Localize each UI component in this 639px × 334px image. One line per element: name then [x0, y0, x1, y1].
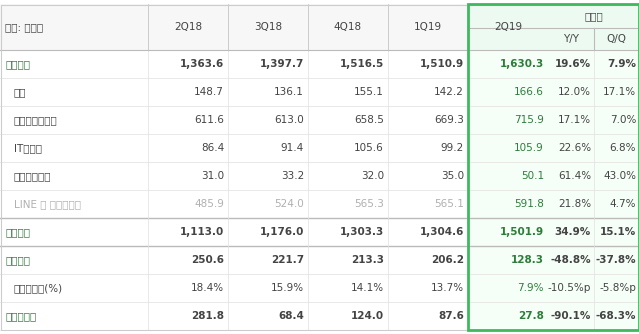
Text: 비즈니스플랫폼: 비즈니스플랫폼: [14, 115, 58, 125]
Text: 1,501.9: 1,501.9: [500, 227, 544, 237]
Text: 281.8: 281.8: [191, 311, 224, 321]
Text: 콘텐츠서비스: 콘텐츠서비스: [14, 171, 52, 181]
Text: 영업이익: 영업이익: [5, 255, 30, 265]
Text: LINE 및 기타플랫폼: LINE 및 기타플랫폼: [14, 199, 81, 209]
Text: 7.9%: 7.9%: [518, 283, 544, 293]
Text: 213.3: 213.3: [351, 255, 384, 265]
Text: Y/Y: Y/Y: [563, 34, 579, 44]
Text: 17.1%: 17.1%: [603, 87, 636, 97]
Text: 2Q18: 2Q18: [174, 22, 202, 32]
Text: 1,516.5: 1,516.5: [340, 59, 384, 69]
Text: 565.1: 565.1: [434, 199, 464, 209]
Text: 35.0: 35.0: [441, 171, 464, 181]
Text: 250.6: 250.6: [191, 255, 224, 265]
Text: 영업수익: 영업수익: [5, 59, 30, 69]
Text: 4Q18: 4Q18: [334, 22, 362, 32]
Text: 658.5: 658.5: [354, 115, 384, 125]
Text: 33.2: 33.2: [281, 171, 304, 181]
Text: 단위: 십억원: 단위: 십억원: [5, 22, 43, 32]
Bar: [468, 4, 639, 330]
Text: -10.5%p: -10.5%p: [548, 283, 591, 293]
Text: 7.9%: 7.9%: [607, 59, 636, 69]
Text: 91.4: 91.4: [281, 143, 304, 153]
Text: 99.2: 99.2: [441, 143, 464, 153]
Bar: [468, 4, 639, 50]
Text: 22.6%: 22.6%: [558, 143, 591, 153]
Text: 2Q19: 2Q19: [494, 22, 522, 32]
Text: 1,397.7: 1,397.7: [259, 59, 304, 69]
Text: 1,363.6: 1,363.6: [180, 59, 224, 69]
Text: 87.6: 87.6: [438, 311, 464, 321]
Text: 565.3: 565.3: [354, 199, 384, 209]
Text: 105.6: 105.6: [354, 143, 384, 153]
Text: 128.3: 128.3: [511, 255, 544, 265]
Text: 광고: 광고: [14, 87, 26, 97]
Text: -90.1%: -90.1%: [551, 311, 591, 321]
Text: 136.1: 136.1: [274, 87, 304, 97]
Text: 591.8: 591.8: [514, 199, 544, 209]
Text: Q/Q: Q/Q: [606, 34, 626, 44]
Text: 19.6%: 19.6%: [555, 59, 591, 69]
Text: 4.7%: 4.7%: [610, 199, 636, 209]
Text: -37.8%: -37.8%: [596, 255, 636, 265]
Text: 613.0: 613.0: [274, 115, 304, 125]
Text: 1,113.0: 1,113.0: [180, 227, 224, 237]
Text: 영업이익률(%): 영업이익률(%): [14, 283, 63, 293]
Text: 1Q19: 1Q19: [414, 22, 442, 32]
Text: 7.0%: 7.0%: [610, 115, 636, 125]
Text: 86.4: 86.4: [201, 143, 224, 153]
Text: 524.0: 524.0: [274, 199, 304, 209]
Text: 1,304.6: 1,304.6: [420, 227, 464, 237]
Text: 142.2: 142.2: [434, 87, 464, 97]
Text: 27.8: 27.8: [518, 311, 544, 321]
Text: -48.8%: -48.8%: [550, 255, 591, 265]
Text: 611.6: 611.6: [194, 115, 224, 125]
Text: 13.7%: 13.7%: [431, 283, 464, 293]
Text: 166.6: 166.6: [514, 87, 544, 97]
Text: 증감률: 증감률: [584, 11, 603, 21]
Text: 50.1: 50.1: [521, 171, 544, 181]
Text: -68.3%: -68.3%: [596, 311, 636, 321]
Text: 148.7: 148.7: [194, 87, 224, 97]
Text: 61.4%: 61.4%: [558, 171, 591, 181]
Text: 155.1: 155.1: [354, 87, 384, 97]
Text: 32.0: 32.0: [361, 171, 384, 181]
Text: -5.8%p: -5.8%p: [599, 283, 636, 293]
Text: 6.8%: 6.8%: [610, 143, 636, 153]
Text: 17.1%: 17.1%: [558, 115, 591, 125]
Text: 12.0%: 12.0%: [558, 87, 591, 97]
Text: 34.9%: 34.9%: [555, 227, 591, 237]
Text: 43.0%: 43.0%: [603, 171, 636, 181]
Text: 715.9: 715.9: [514, 115, 544, 125]
Text: 15.9%: 15.9%: [271, 283, 304, 293]
Text: IT플랫폼: IT플랫폼: [14, 143, 42, 153]
Text: 1,630.3: 1,630.3: [500, 59, 544, 69]
Text: 485.9: 485.9: [194, 199, 224, 209]
Text: 21.8%: 21.8%: [558, 199, 591, 209]
Text: 1,510.9: 1,510.9: [420, 59, 464, 69]
Text: 15.1%: 15.1%: [600, 227, 636, 237]
Text: 31.0: 31.0: [201, 171, 224, 181]
Text: 221.7: 221.7: [271, 255, 304, 265]
Text: 영업비용: 영업비용: [5, 227, 30, 237]
Text: 105.9: 105.9: [514, 143, 544, 153]
Text: 206.2: 206.2: [431, 255, 464, 265]
Bar: [468, 4, 639, 330]
Text: 14.1%: 14.1%: [351, 283, 384, 293]
Text: 당기순이익: 당기순이익: [5, 311, 36, 321]
Text: 1,176.0: 1,176.0: [259, 227, 304, 237]
Text: 3Q18: 3Q18: [254, 22, 282, 32]
Text: 18.4%: 18.4%: [191, 283, 224, 293]
Text: 124.0: 124.0: [351, 311, 384, 321]
Text: 1,303.3: 1,303.3: [340, 227, 384, 237]
Text: 669.3: 669.3: [434, 115, 464, 125]
Bar: [0, 4, 639, 50]
Text: 68.4: 68.4: [278, 311, 304, 321]
